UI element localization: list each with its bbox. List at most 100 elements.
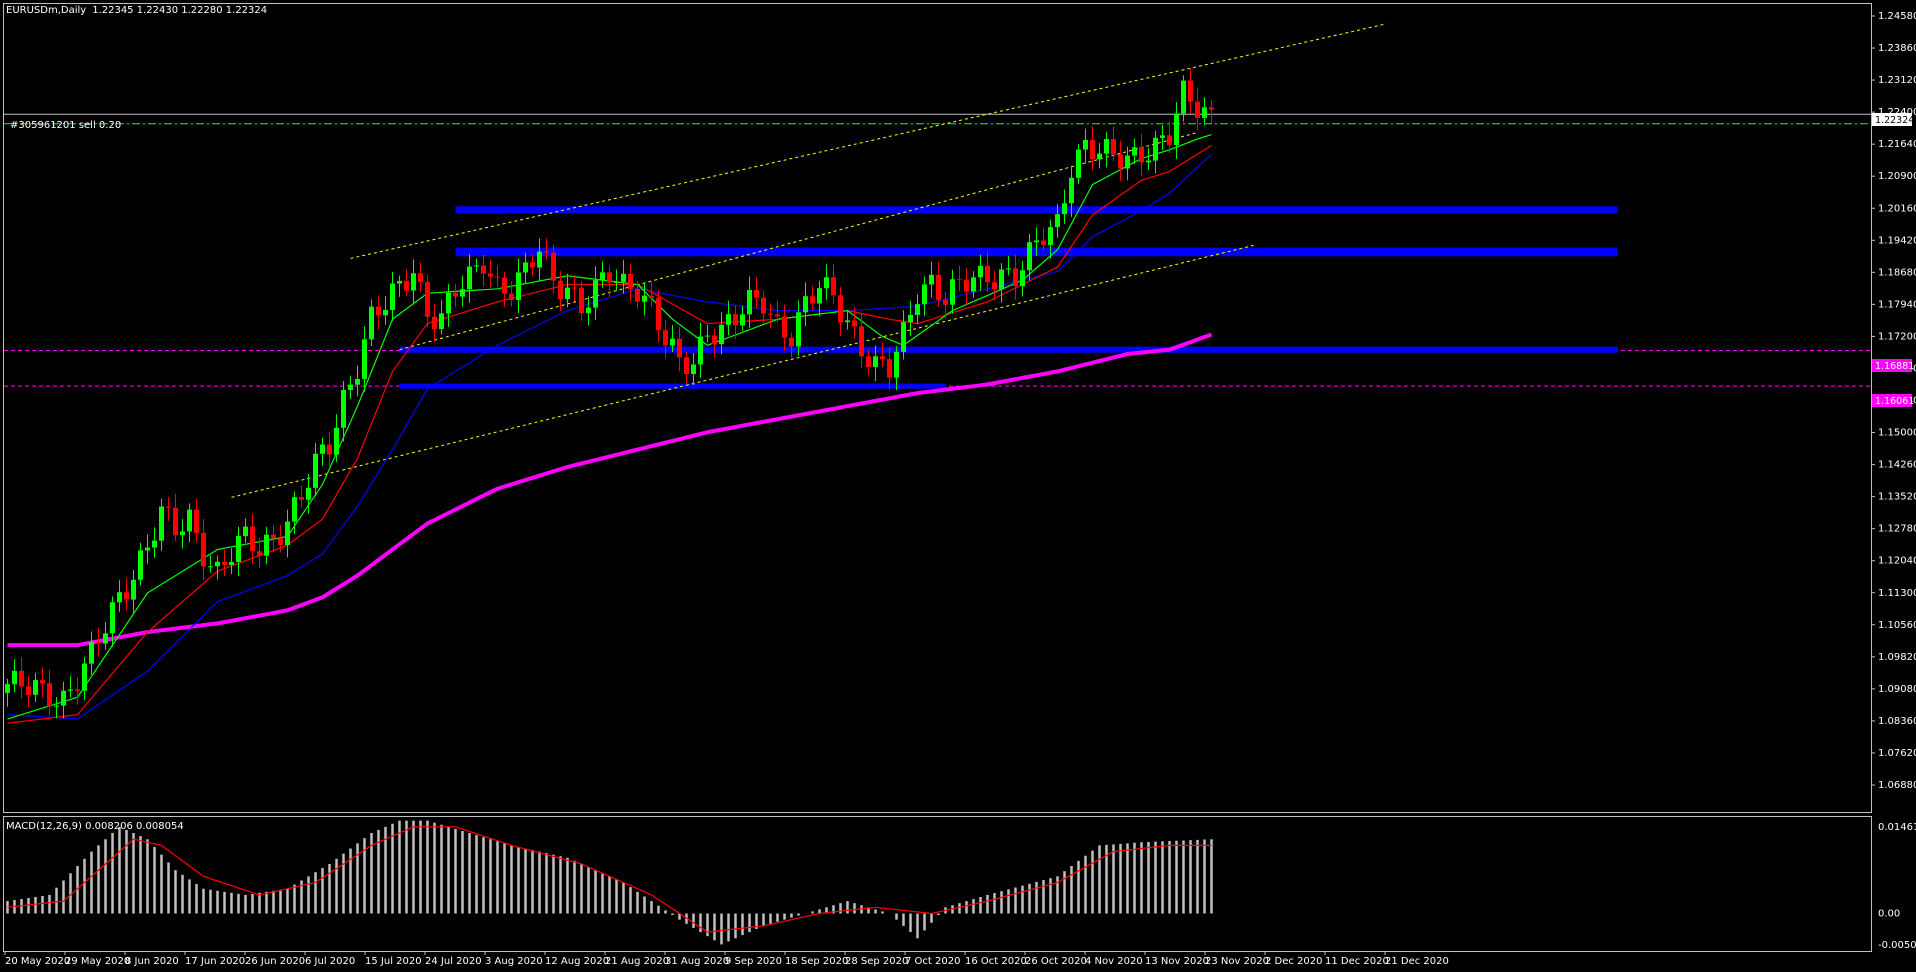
candle-body <box>201 533 206 567</box>
candle-body <box>544 251 549 253</box>
candle <box>5 678 10 707</box>
candle <box>971 271 976 298</box>
candle <box>152 527 157 558</box>
candle-body <box>138 550 143 580</box>
candle <box>530 254 535 277</box>
candle <box>278 524 283 553</box>
candle-body <box>992 282 997 290</box>
date-label: 8 Jun 2020 <box>125 956 179 967</box>
trendlines[interactable] <box>231 23 1387 498</box>
candle <box>796 300 801 356</box>
candle <box>922 276 927 316</box>
candle <box>117 580 122 613</box>
candle <box>845 311 850 330</box>
candle <box>481 254 486 287</box>
date-label: 23 Nov 2020 <box>1205 956 1269 967</box>
candle-body <box>873 356 878 368</box>
candle <box>985 251 990 292</box>
candle-body <box>75 689 80 691</box>
candle <box>201 519 206 581</box>
candle-body <box>691 364 696 375</box>
candle-body <box>754 289 759 298</box>
candle-body <box>33 680 38 695</box>
candle <box>775 300 780 323</box>
candle-body <box>677 338 682 358</box>
ma-mid-line <box>7 144 1212 724</box>
candle <box>488 259 493 288</box>
candle <box>558 271 563 311</box>
candle-body <box>89 642 94 664</box>
candle <box>719 312 724 355</box>
candle <box>54 697 59 719</box>
price-tick-label: 1.13520 <box>1878 492 1916 503</box>
candle-body <box>145 547 150 551</box>
candle-body <box>894 351 899 378</box>
candle-body <box>936 274 941 300</box>
candle <box>586 296 591 326</box>
candle <box>761 290 766 324</box>
candle <box>1090 126 1095 171</box>
candle-body <box>397 280 402 284</box>
candle <box>1055 204 1060 238</box>
candle <box>348 376 353 399</box>
price-tick-label: 1.23860 <box>1878 43 1916 54</box>
candle <box>502 271 507 308</box>
candle <box>1153 130 1158 174</box>
candle <box>859 313 864 369</box>
candle <box>138 542 143 586</box>
candle-body <box>425 281 430 317</box>
candle-body <box>271 534 276 539</box>
candle-body <box>369 306 374 340</box>
candle <box>250 513 255 565</box>
candle <box>285 509 290 558</box>
candle <box>243 518 248 544</box>
candle <box>649 282 654 307</box>
date-label: 26 Oct 2020 <box>1025 956 1087 967</box>
candle-body <box>236 536 241 562</box>
candle-body <box>488 273 493 277</box>
candle <box>40 667 45 698</box>
macd-header: MACD(12,26,9) 0.008206 0.008054 <box>6 821 184 832</box>
candle-body <box>355 378 360 385</box>
candle <box>432 303 437 343</box>
candle-body <box>845 320 850 323</box>
candle <box>712 328 717 358</box>
candle-body <box>383 309 388 316</box>
candle <box>726 300 731 336</box>
candle <box>915 294 920 324</box>
candle-body <box>432 316 437 330</box>
price-tick-label: 1.08360 <box>1878 716 1916 727</box>
date-label: 16 Oct 2020 <box>965 956 1027 967</box>
candle <box>313 443 318 497</box>
candle-body <box>712 335 717 345</box>
candle-body <box>537 251 542 268</box>
order-label[interactable]: #305961201 sell 0.20 <box>10 120 121 131</box>
candle-body <box>1069 177 1074 204</box>
candle <box>47 669 52 716</box>
candle-body <box>299 497 304 500</box>
candle <box>1209 100 1214 124</box>
date-label: 11 Dec 2020 <box>1325 956 1389 967</box>
candle-body <box>551 252 556 281</box>
candle-body <box>1209 107 1214 110</box>
candle-body <box>1097 153 1102 160</box>
candlesticks <box>5 68 1214 719</box>
candle-body <box>565 287 570 300</box>
candle-body <box>320 444 325 454</box>
candle-body <box>1062 203 1067 215</box>
macd-plot-frame <box>3 816 1872 952</box>
candle-body <box>131 579 136 600</box>
date-label: 17 Jun 2020 <box>185 956 245 967</box>
date-label: 29 May 2020 <box>65 956 130 967</box>
price-tick-label: 1.19420 <box>1878 235 1916 246</box>
candle-body <box>908 314 913 323</box>
candle <box>1006 256 1011 276</box>
candle <box>894 346 899 390</box>
candle-body <box>964 279 969 292</box>
candle <box>698 322 703 378</box>
macd-indicator: 0.014617 0.00 -0.00509 <box>6 820 1916 951</box>
price-tick-label: 1.06880 <box>1878 780 1916 791</box>
date-label: 26 Jun 2020 <box>245 956 305 967</box>
candle <box>817 280 822 317</box>
